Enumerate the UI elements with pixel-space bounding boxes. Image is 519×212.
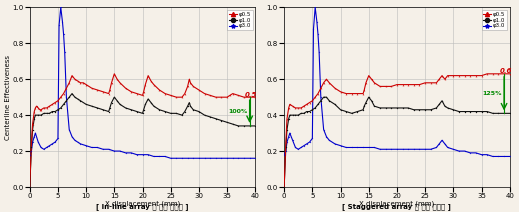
Text: 0.5: 0.5 [245,92,257,98]
Legend: φ0.5, φ1.0, φ3.0: φ0.5, φ1.0, φ3.0 [482,10,507,30]
X-axis label: X displacement (mm): X displacement (mm) [105,201,180,207]
X-axis label: X displacement (mm): X displacement (mm) [359,201,434,207]
Text: [ Staggered array 막 냉각 유효도 ]: [ Staggered array 막 냉각 유효도 ] [343,203,452,210]
Text: 0.6: 0.6 [500,68,512,74]
Y-axis label: Centerline Effectiveness: Centerline Effectiveness [5,55,11,140]
Text: [ In-line array 막 냉각 유효도 ]: [ In-line array 막 냉각 유효도 ] [96,203,189,210]
Text: 125%: 125% [482,91,502,96]
Legend: φ0.5, φ1.0, φ3.0: φ0.5, φ1.0, φ3.0 [227,10,253,30]
Text: 100%: 100% [228,109,248,114]
